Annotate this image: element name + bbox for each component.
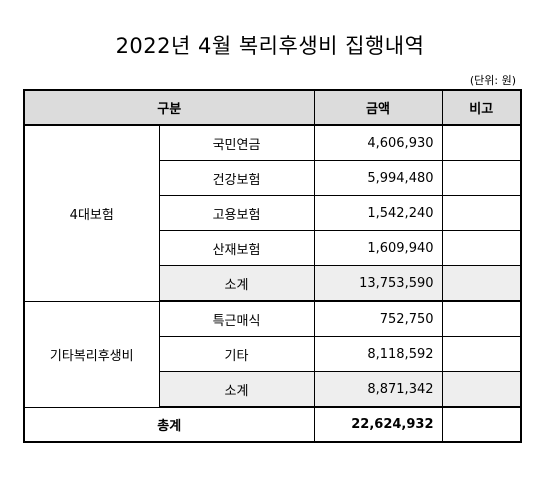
subtotal-row: 소계 13,753,590 <box>24 265 522 302</box>
subtotal-note <box>441 265 522 302</box>
total-amount: 22,624,932 <box>313 406 443 443</box>
item-note <box>441 230 522 266</box>
item-amount: 8,118,592 <box>313 336 443 372</box>
table-row: 기타 8,118,592 <box>24 336 522 372</box>
item-amount: 1,609,940 <box>313 230 443 266</box>
item-note <box>441 124 522 161</box>
item-amount: 1,542,240 <box>313 195 443 231</box>
item-note <box>441 195 522 231</box>
unit-note: (단위: 원) <box>469 74 516 87</box>
total-label: 총계 <box>23 406 315 443</box>
item-label: 고용보험 <box>158 195 315 231</box>
item-note <box>441 160 522 196</box>
item-label: 기타 <box>158 336 315 372</box>
item-amount: 4,606,930 <box>313 124 443 161</box>
total-row: 총계 22,624,932 <box>23 406 522 443</box>
subtotal-amount: 8,871,342 <box>313 371 443 408</box>
total-note <box>441 406 522 443</box>
item-note <box>441 300 522 337</box>
group-label: 기타복리후생비 <box>23 300 160 408</box>
item-amount: 752,750 <box>313 300 443 337</box>
header-amount: 금액 <box>313 89 443 126</box>
subtotal-label: 소계 <box>158 265 315 302</box>
header-row: 구분 금액 비고 <box>23 89 522 126</box>
expense-table: 구분 금액 비고 4대보험 국민연금 4,606,930 건강보험 5,994,… <box>23 89 523 443</box>
table-row: 산재보험 1,609,940 <box>24 230 522 266</box>
table-row: 기타복리후생비 특근매식 752,750 <box>23 300 522 408</box>
item-label: 특근매식 <box>158 300 315 337</box>
document-title: 2022년 4월 복리후생비 집행내역 <box>115 34 425 58</box>
item-label: 건강보험 <box>158 160 315 196</box>
table-row: 건강보험 5,994,480 <box>24 160 522 196</box>
header-category: 구분 <box>23 89 315 126</box>
subtotal-label: 소계 <box>158 371 315 408</box>
subtotal-row: 소계 8,871,342 <box>24 371 522 408</box>
table-row: 고용보험 1,542,240 <box>24 195 522 231</box>
item-label: 산재보험 <box>158 230 315 266</box>
table-row: 4대보험 국민연금 4,606,930 <box>23 124 522 302</box>
item-label: 국민연금 <box>158 124 315 161</box>
header-note: 비고 <box>441 89 522 126</box>
subtotal-amount: 13,753,590 <box>313 265 443 302</box>
group-label: 4대보험 <box>23 124 160 302</box>
item-amount: 5,994,480 <box>313 160 443 196</box>
item-note <box>441 336 522 372</box>
subtotal-note <box>441 371 522 408</box>
